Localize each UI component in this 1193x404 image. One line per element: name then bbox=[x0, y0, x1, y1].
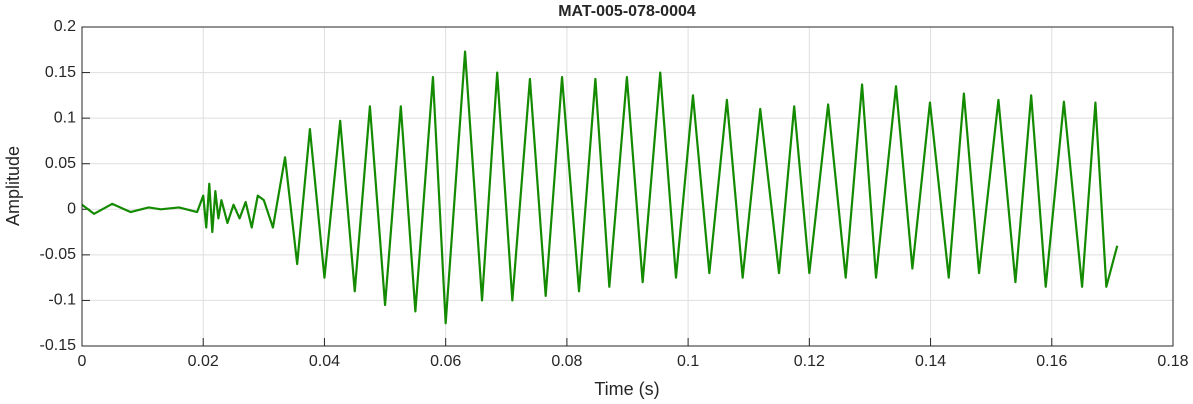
x-tick-label: 0.1 bbox=[677, 353, 699, 370]
chart-title: MAT-005-078-0004 bbox=[558, 3, 696, 20]
x-tick-label: 0 bbox=[78, 353, 87, 370]
y-tick-label: 0.1 bbox=[54, 109, 76, 126]
y-axis-label: Amplitude bbox=[3, 146, 23, 226]
x-tick-label: 0.12 bbox=[794, 353, 825, 370]
y-tick-label: 0.05 bbox=[45, 155, 76, 172]
x-tick-label: 0.02 bbox=[188, 353, 219, 370]
x-tick-label: 0.04 bbox=[309, 353, 340, 370]
x-tick-label: 0.18 bbox=[1157, 353, 1188, 370]
x-tick-label: 0.08 bbox=[551, 353, 582, 370]
y-tick-label: 0.2 bbox=[54, 18, 76, 35]
x-tick-label: 0.06 bbox=[430, 353, 461, 370]
axes-box bbox=[81, 26, 1174, 347]
signal-line bbox=[81, 50, 1119, 325]
y-tick-label: 0 bbox=[67, 201, 76, 218]
x-tick-label: 0.16 bbox=[1036, 353, 1067, 370]
y-tick-label: -0.05 bbox=[40, 246, 77, 263]
plot-area bbox=[82, 27, 1173, 346]
x-axis-label: Time (s) bbox=[594, 379, 659, 399]
y-tick-label: 0.15 bbox=[45, 64, 76, 81]
x-tick-label: 0.14 bbox=[915, 353, 946, 370]
y-tick-label: -0.1 bbox=[48, 292, 76, 309]
y-tick-label: -0.15 bbox=[40, 337, 77, 354]
